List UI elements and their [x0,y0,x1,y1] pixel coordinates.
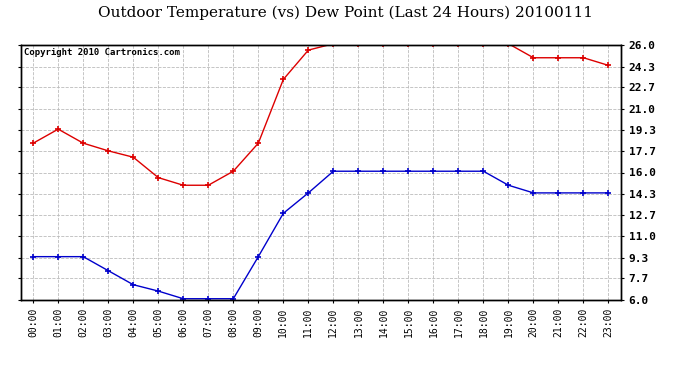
Text: Copyright 2010 Cartronics.com: Copyright 2010 Cartronics.com [23,48,179,57]
Text: Outdoor Temperature (vs) Dew Point (Last 24 Hours) 20100111: Outdoor Temperature (vs) Dew Point (Last… [97,6,593,20]
